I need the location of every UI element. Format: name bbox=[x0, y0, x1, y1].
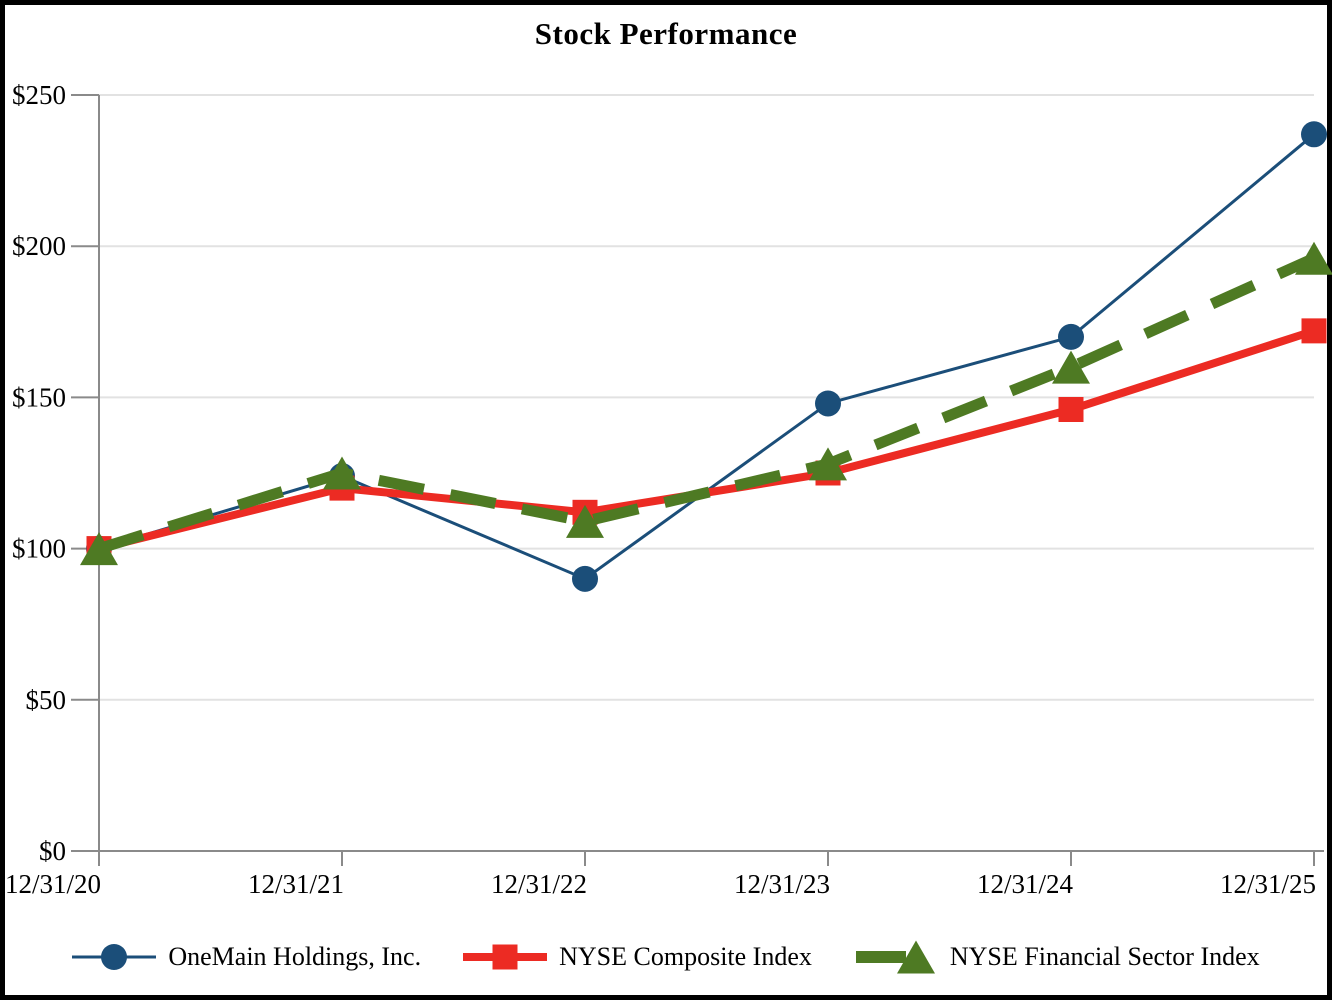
y-tick-label: $100 bbox=[12, 534, 66, 564]
data-point-onemain bbox=[1301, 121, 1327, 148]
x-tick-label: 12/31/23 bbox=[734, 869, 830, 899]
series-line-onemain bbox=[98, 133, 1315, 581]
x-tick-label: 12/31/25 bbox=[1220, 869, 1316, 899]
square-marker-icon bbox=[463, 944, 548, 970]
data-point-nyse-financial bbox=[1295, 241, 1332, 275]
y-tick-label: $250 bbox=[12, 80, 66, 110]
y-tick-label: $0 bbox=[39, 836, 66, 866]
legend-label: NYSE Financial Sector Index bbox=[949, 942, 1260, 971]
circle-marker-icon bbox=[72, 944, 157, 970]
data-point-nyse-financial bbox=[809, 447, 847, 481]
data-point-nyse-composite bbox=[1058, 396, 1084, 422]
data-point-onemain bbox=[815, 390, 841, 417]
x-tick-label: 12/31/22 bbox=[491, 869, 587, 899]
data-point-nyse-financial bbox=[566, 504, 604, 538]
chart-title: Stock Performance bbox=[534, 16, 798, 51]
series-line-nyse-composite bbox=[98, 327, 1316, 553]
legend-marker bbox=[896, 940, 935, 974]
series-line-nyse-financial bbox=[97, 253, 1317, 554]
legend: OneMain Holdings, Inc. NYSE Composite Ind… bbox=[0, 926, 1332, 988]
data-point-nyse-financial bbox=[80, 532, 118, 566]
data-point-onemain bbox=[1058, 323, 1084, 350]
legend-item-onemain: OneMain Holdings, Inc. bbox=[72, 937, 421, 977]
data-point-nyse-financial bbox=[1052, 350, 1090, 384]
data-point-nyse-composite bbox=[1301, 318, 1327, 344]
legend-item-nyse-financial: NYSE Financial Sector Index bbox=[854, 937, 1260, 977]
legend-label: OneMain Holdings, Inc. bbox=[168, 942, 422, 971]
legend-label: NYSE Composite Index bbox=[559, 942, 812, 971]
y-tick-label: $150 bbox=[12, 382, 66, 412]
x-tick-label: 12/31/21 bbox=[248, 869, 344, 899]
y-tick-label: $200 bbox=[12, 231, 66, 261]
data-point-nyse-financial bbox=[323, 456, 361, 490]
legend-marker bbox=[492, 944, 518, 970]
x-tick-label: 12/31/24 bbox=[977, 869, 1074, 899]
legend-marker bbox=[101, 944, 128, 970]
legend-item-nyse-composite: NYSE Composite Index bbox=[463, 937, 812, 977]
triangle-marker-icon bbox=[855, 940, 935, 974]
x-tick-label: 12/31/20 bbox=[5, 869, 101, 899]
y-tick-label: $50 bbox=[26, 685, 67, 715]
data-point-onemain bbox=[572, 565, 598, 592]
